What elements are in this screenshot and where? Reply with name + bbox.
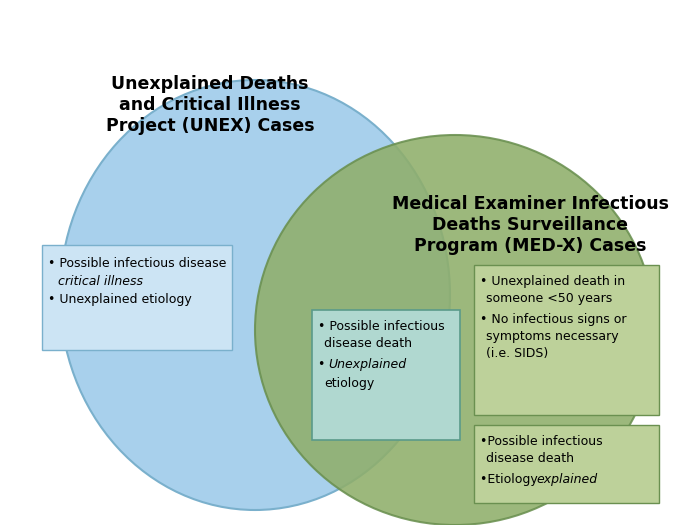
FancyBboxPatch shape <box>312 310 460 440</box>
Text: disease death: disease death <box>324 337 412 350</box>
Text: symptoms necessary: symptoms necessary <box>486 330 619 343</box>
Text: Medical Examiner Infectious
Deaths Surveillance
Program (MED-X) Cases: Medical Examiner Infectious Deaths Surve… <box>391 195 668 255</box>
Text: critical illness: critical illness <box>58 275 143 288</box>
Text: • Possible infectious disease: • Possible infectious disease <box>48 257 226 270</box>
Text: (i.e. SIDS): (i.e. SIDS) <box>486 347 548 360</box>
Text: •Possible infectious: •Possible infectious <box>480 435 603 448</box>
FancyBboxPatch shape <box>474 425 659 503</box>
Text: •: • <box>318 358 330 371</box>
Text: • Unexplained death in: • Unexplained death in <box>480 275 625 288</box>
Ellipse shape <box>255 135 655 525</box>
Text: explained: explained <box>536 473 597 486</box>
FancyBboxPatch shape <box>42 245 232 350</box>
Text: disease death: disease death <box>486 452 574 465</box>
FancyBboxPatch shape <box>474 265 659 415</box>
Text: someone <50 years: someone <50 years <box>486 292 612 305</box>
Ellipse shape <box>60 80 450 510</box>
Text: • No infectious signs or: • No infectious signs or <box>480 313 626 326</box>
Text: etiology: etiology <box>324 377 374 390</box>
Text: • Possible infectious: • Possible infectious <box>318 320 444 333</box>
Text: • Unexplained etiology: • Unexplained etiology <box>48 293 192 306</box>
Text: Unexplained Deaths
and Critical Illness
Project (UNEX) Cases: Unexplained Deaths and Critical Illness … <box>106 75 314 134</box>
Text: •Etiology: •Etiology <box>480 473 542 486</box>
Text: Unexplained: Unexplained <box>328 358 406 371</box>
